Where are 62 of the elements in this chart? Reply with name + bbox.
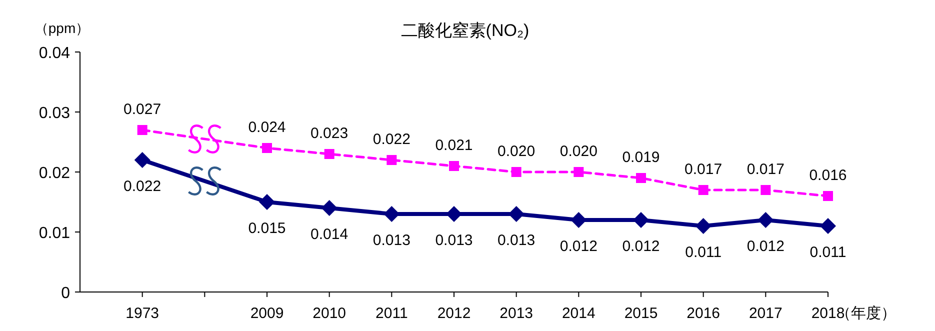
y-tick-label: 0.02	[38, 165, 70, 182]
data-label: 0.017	[684, 161, 722, 178]
point	[820, 218, 836, 234]
data-label: 0.017	[746, 161, 784, 178]
data-label: 0.021	[435, 137, 473, 154]
data-label: 0.011	[810, 244, 846, 261]
data-label: 0.019	[622, 149, 660, 166]
x-tick-label: 2009	[250, 305, 284, 322]
data-label: 0.022	[124, 178, 162, 195]
point	[760, 185, 771, 195]
data-label: 0.013	[498, 232, 536, 249]
x-tick-label: 2016	[686, 305, 720, 322]
point	[386, 155, 397, 165]
x-tick-label: 2017	[748, 305, 782, 322]
point	[698, 185, 708, 195]
x-tick-label: 2015	[624, 305, 658, 322]
data-label: 0.022	[372, 131, 410, 148]
point	[823, 191, 833, 201]
data-label: 0.012	[746, 238, 784, 255]
x-tick-label: 2011	[376, 305, 408, 322]
x-tick-label: 2018	[811, 305, 845, 322]
y-tick-label: 0.03	[38, 105, 70, 122]
y-axis-title: （ppm）	[34, 20, 90, 36]
data-label: 0.012	[560, 238, 598, 255]
x-tick-label: 1973	[126, 305, 160, 322]
point	[508, 206, 524, 222]
point	[321, 200, 338, 216]
data-label: 0.016	[809, 167, 847, 184]
data-label: 0.011	[685, 244, 722, 261]
point	[446, 206, 462, 222]
data-label: 0.012	[622, 238, 660, 255]
data-label: 0.020	[498, 143, 536, 160]
point	[636, 173, 646, 183]
data-label: 0.013	[435, 232, 473, 249]
point	[758, 212, 774, 228]
chart-title: 二酸化窒素(NO₂)	[400, 21, 530, 40]
x-tick-label: 2010	[312, 305, 346, 322]
point	[570, 212, 587, 228]
data-label: 0.013	[372, 232, 410, 249]
y-tick-label: 0	[61, 285, 70, 302]
data-label: 0.027	[124, 101, 162, 118]
y-tick-label: 0.01	[38, 225, 70, 242]
x-tick-label: 2012	[437, 305, 471, 322]
point	[574, 167, 584, 177]
point	[633, 212, 649, 228]
point	[259, 194, 275, 210]
point	[134, 152, 150, 168]
point	[449, 161, 459, 171]
data-label: 0.015	[248, 220, 286, 237]
x-tick-label: 2014	[562, 305, 596, 322]
point	[137, 125, 148, 135]
point	[262, 143, 272, 153]
point	[695, 218, 712, 234]
point	[384, 206, 400, 222]
x-tick-label: 2013	[500, 305, 534, 322]
data-label: 0.014	[310, 226, 348, 243]
data-label: 0.023	[310, 125, 348, 142]
point	[324, 149, 334, 159]
data-label: 0.020	[560, 143, 598, 160]
y-tick-label: 0.04	[38, 45, 70, 62]
point	[511, 167, 522, 177]
data-label: 0.024	[248, 119, 286, 136]
